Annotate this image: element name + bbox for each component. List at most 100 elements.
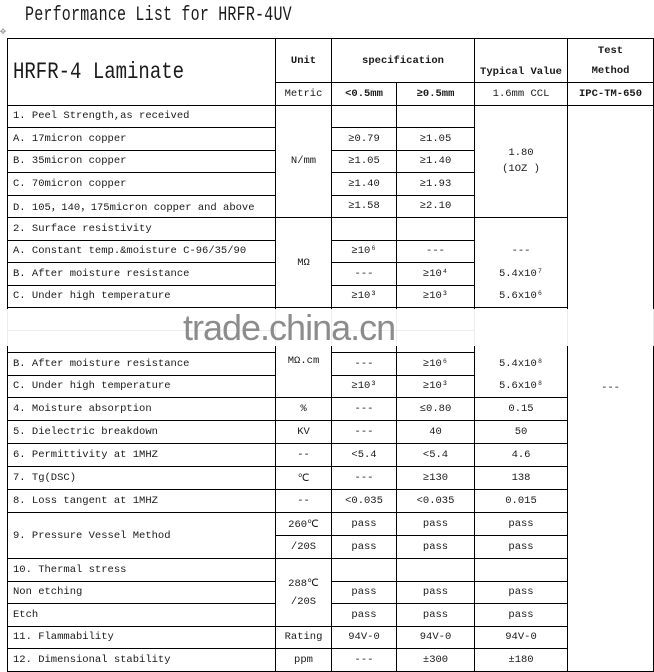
- subheader-row: Metric <0.5mm ≥0.5mm 1.6mm CCL IPC-TM-65…: [8, 82, 654, 106]
- typical-cell: 5.6x10⁸: [474, 375, 569, 398]
- test-method-cell: ---: [567, 104, 654, 672]
- table-row: Etch pass pass pass: [7, 603, 654, 627]
- spec-lt-cell: ≥10³: [331, 284, 397, 308]
- spec-lt-cell: pass: [331, 603, 397, 627]
- watermark-band: trade.china.cn: [0, 309, 654, 346]
- unit-cell: Rating: [275, 625, 332, 649]
- spec-ge-cell: ≥1.40: [395, 149, 476, 173]
- row-label: 9. Pressure Vessel Method: [7, 512, 276, 559]
- laminate-header: HRFR-4 Laminate: [7, 38, 276, 106]
- spec-ge-cell: pass: [395, 512, 476, 536]
- table-row: /20S pass pass pass: [8, 535, 654, 559]
- unit-cell: %: [275, 397, 332, 421]
- unit-cell: N/mm: [275, 104, 332, 218]
- spec-lt-header: <0.5mm: [331, 82, 397, 106]
- spec-ge-cell: pass: [395, 580, 476, 604]
- test-method-header: Test Method: [567, 38, 654, 83]
- spec-lt-cell: ---: [331, 466, 397, 490]
- row-label: C. Under high temperature: [7, 284, 276, 308]
- spec-ge-cell: [395, 104, 476, 128]
- spec-lt-cell: ---: [331, 397, 397, 421]
- typical-cell: pass: [474, 580, 569, 604]
- spec-ge-cell: [395, 217, 476, 241]
- row-label: D. 105，140，175micron copper and above: [7, 194, 276, 218]
- row-label: C. 70micron copper: [7, 172, 276, 196]
- spec-ge-cell: pass: [395, 535, 476, 559]
- spec-ge-cell: ≥10⁶: [395, 352, 476, 376]
- header-row: HRFR-4 Laminate Unit specification Typic…: [7, 38, 654, 106]
- spec-lt-cell: [331, 558, 397, 582]
- row-label: A. 17micron copper: [7, 127, 276, 151]
- spec-ge-cell: 40: [395, 420, 476, 444]
- row-label: 8. Loss tangent at 1MHZ: [7, 489, 276, 513]
- spec-lt-cell: ≥1.40: [331, 172, 397, 196]
- table-row: D. 105，140，175micron copper and above ≥1.…: [7, 194, 654, 218]
- performance-table: HRFR-4 Laminate Unit specification Typic…: [7, 38, 654, 672]
- table-row: A. 17micron copper ≥0.79 ≥1.05: [7, 127, 654, 151]
- spec-lt-cell: pass: [331, 535, 397, 559]
- spec-lt-cell: ≥1.05: [331, 149, 397, 173]
- spec-ge-cell: ≥10⁴: [395, 262, 476, 286]
- spec-ge-cell: ≥10³: [395, 284, 476, 308]
- spec-lt-cell: ---: [331, 420, 397, 444]
- unit-cell: ℃: [275, 466, 332, 490]
- spec-lt-cell: <0.035: [331, 489, 397, 513]
- typical-cell: [474, 558, 569, 582]
- unit-cell: --: [275, 489, 332, 513]
- typical-cell: 50: [474, 420, 569, 444]
- spec-ge-cell: 94V-0: [395, 625, 476, 649]
- unit-cell: MΩ: [275, 217, 332, 308]
- typical-subheader: 1.6mm CCL: [474, 82, 569, 106]
- row-label: Non etching: [7, 580, 276, 604]
- spec-lt-cell: pass: [331, 580, 397, 604]
- row-label: 1. Peel Strength,as received: [7, 104, 276, 128]
- table-row: 5. Dielectric breakdown KV --- 40 50: [7, 420, 654, 444]
- table-row: 10. Thermal stress 288℃/20S: [7, 558, 654, 627]
- spec-ge-cell: ---: [395, 239, 476, 263]
- typical-header: Typical Value: [474, 38, 569, 83]
- spec-lt-cell: ≥0.79: [331, 127, 397, 151]
- row-label: B. After moisture resistance: [7, 352, 276, 376]
- row-label: 5. Dielectric breakdown: [7, 420, 276, 444]
- unit-header: Unit: [275, 38, 332, 83]
- table-row: 11. Flammability Rating 94V-0 94V-0 94V-0: [7, 625, 654, 649]
- spec-ge-header: ≥0.5mm: [395, 82, 476, 106]
- spec-lt-cell: [331, 217, 397, 241]
- spec-lt-cell: ---: [331, 648, 397, 672]
- table-row: 2. Surface resistivity MΩ: [7, 217, 654, 308]
- spec-ge-cell: <5.4: [395, 443, 476, 467]
- table-row: 8. Loss tangent at 1MHZ -- <0.035 <0.035 0.0…: [7, 489, 654, 513]
- spec-ge-cell: ≥130: [395, 466, 476, 490]
- spec-ge-cell: ≥2.10: [395, 194, 476, 218]
- row-label: 2. Surface resistivity: [7, 217, 276, 241]
- spec-ge-cell: ≤0.80: [395, 397, 476, 421]
- table-row: 9. Pressure Vessel Method 260℃ pass pass pas…: [7, 512, 654, 559]
- spec-lt-cell: [331, 104, 397, 128]
- typical-cell: 138: [474, 466, 569, 490]
- spec-ge-cell: ≥1.05: [395, 127, 476, 151]
- unit-cell: KV: [275, 420, 332, 444]
- table-row: Non etching pass pass pass: [7, 580, 654, 604]
- move-handle-icon[interactable]: ✥: [0, 27, 7, 38]
- typical-cell: 5.4x10⁷: [474, 262, 569, 285]
- table-row: 7. Tg(DSC) ℃ --- ≥130 138: [7, 466, 654, 490]
- table-row: B. After moisture resistance --- ≥10⁴ 5.4x1…: [7, 262, 654, 286]
- typical-cell: ---: [474, 240, 569, 263]
- spec-ge-cell: pass: [395, 603, 476, 627]
- spec-ge-cell: ≥10³: [395, 374, 476, 398]
- typical-cell: 1.80 (1OZ ): [474, 104, 569, 218]
- table-row: 1. Peel Strength,as received N/mm 1.80 (1…: [7, 104, 654, 672]
- unit-cell: 288℃/20S: [275, 558, 332, 627]
- row-label: C. Under high temperature: [7, 374, 276, 398]
- spec-lt-cell: ≥1.58: [331, 194, 397, 218]
- page-title: Performance List for HRFR-4UV: [25, 4, 292, 27]
- table-row: C. 70micron copper ≥1.40 ≥1.93: [7, 172, 654, 196]
- typical-cell: pass: [474, 535, 569, 559]
- row-label: B. 35micron copper: [7, 149, 276, 173]
- row-label: 11. Flammability: [7, 625, 276, 649]
- row-label: 7. Tg(DSC): [7, 466, 276, 490]
- spec-lt-cell: ---: [331, 352, 397, 376]
- spec-lt-cell: 94V-0: [331, 625, 397, 649]
- table-row: A. Constant temp.&moisture C-96/35/90 ≥10…: [7, 239, 654, 263]
- table-row: 6. Permittivity at 1MHZ -- <5.4 <5.4 4.6: [7, 443, 654, 467]
